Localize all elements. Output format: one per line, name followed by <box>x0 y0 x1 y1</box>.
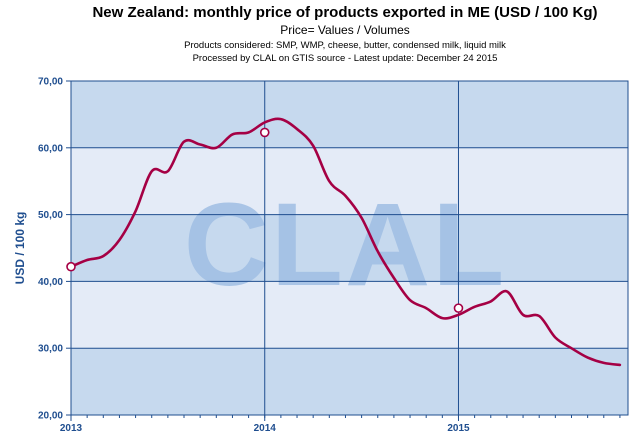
plot-area <box>71 81 628 415</box>
data-point <box>603 362 605 364</box>
highlight-marker <box>259 127 270 138</box>
data-point <box>587 356 589 358</box>
x-tick-label: 2014 <box>254 423 277 433</box>
x-tick-label: 2013 <box>60 423 83 433</box>
data-point <box>619 364 621 366</box>
y-axis: 20,00 30,00 40,00 50,00 60,00 70,00 <box>38 77 71 422</box>
grid-lines <box>70 80 629 416</box>
data-point <box>328 180 330 182</box>
data-point <box>457 314 459 316</box>
data-point <box>247 131 249 133</box>
y-tick-label: 50,00 <box>38 210 63 221</box>
data-point <box>280 118 282 120</box>
data-point <box>151 170 153 172</box>
products-note: Products considered: SMP, WMP, cheese, b… <box>184 40 506 51</box>
data-point <box>134 210 136 212</box>
data-point <box>118 239 120 241</box>
data-point <box>264 121 266 123</box>
data-point <box>441 317 443 319</box>
chart-subtitle: Price= Values / Volumes <box>280 23 410 37</box>
plot-band <box>71 147 628 215</box>
y-tick-label: 30,00 <box>38 344 63 355</box>
chart-title: New Zealand: monthly price of products e… <box>92 4 597 21</box>
data-point <box>522 314 524 316</box>
highlight-marker <box>453 303 464 313</box>
x-tick-label: 2015 <box>447 423 470 433</box>
data-point <box>86 259 88 261</box>
data-point <box>506 290 508 292</box>
data-point <box>473 306 475 308</box>
y-tick-label: 40,00 <box>38 277 63 288</box>
y-tick-label: 20,00 <box>38 411 63 422</box>
data-point <box>231 133 233 135</box>
data-point <box>570 347 572 349</box>
plot-border <box>70 80 629 416</box>
data-point <box>215 147 217 149</box>
source-note: Processed by CLAL on GTIS source - Lates… <box>193 53 498 64</box>
data-point <box>183 141 185 143</box>
series-group <box>66 117 622 367</box>
y-tick-label: 60,00 <box>38 143 63 154</box>
y-axis-label: USD / 100 kg <box>13 212 27 285</box>
data-point <box>376 250 378 252</box>
data-point <box>167 170 169 172</box>
data-point <box>538 315 540 317</box>
data-point <box>296 128 298 130</box>
clal-watermark: CLAL <box>184 179 507 311</box>
data-point <box>102 255 104 257</box>
data-point <box>360 217 362 219</box>
data-point <box>554 336 556 338</box>
data-point <box>425 307 427 309</box>
series-line-price <box>69 117 622 367</box>
data-point <box>409 299 411 301</box>
y-tick-label: 70,00 <box>38 77 63 88</box>
data-point <box>312 145 314 147</box>
data-point <box>393 277 395 279</box>
data-point <box>490 300 492 302</box>
highlight-marker <box>66 261 76 272</box>
data-point <box>344 195 346 197</box>
x-axis: 2013 2014 2015 <box>60 415 621 434</box>
data-point <box>199 143 201 145</box>
